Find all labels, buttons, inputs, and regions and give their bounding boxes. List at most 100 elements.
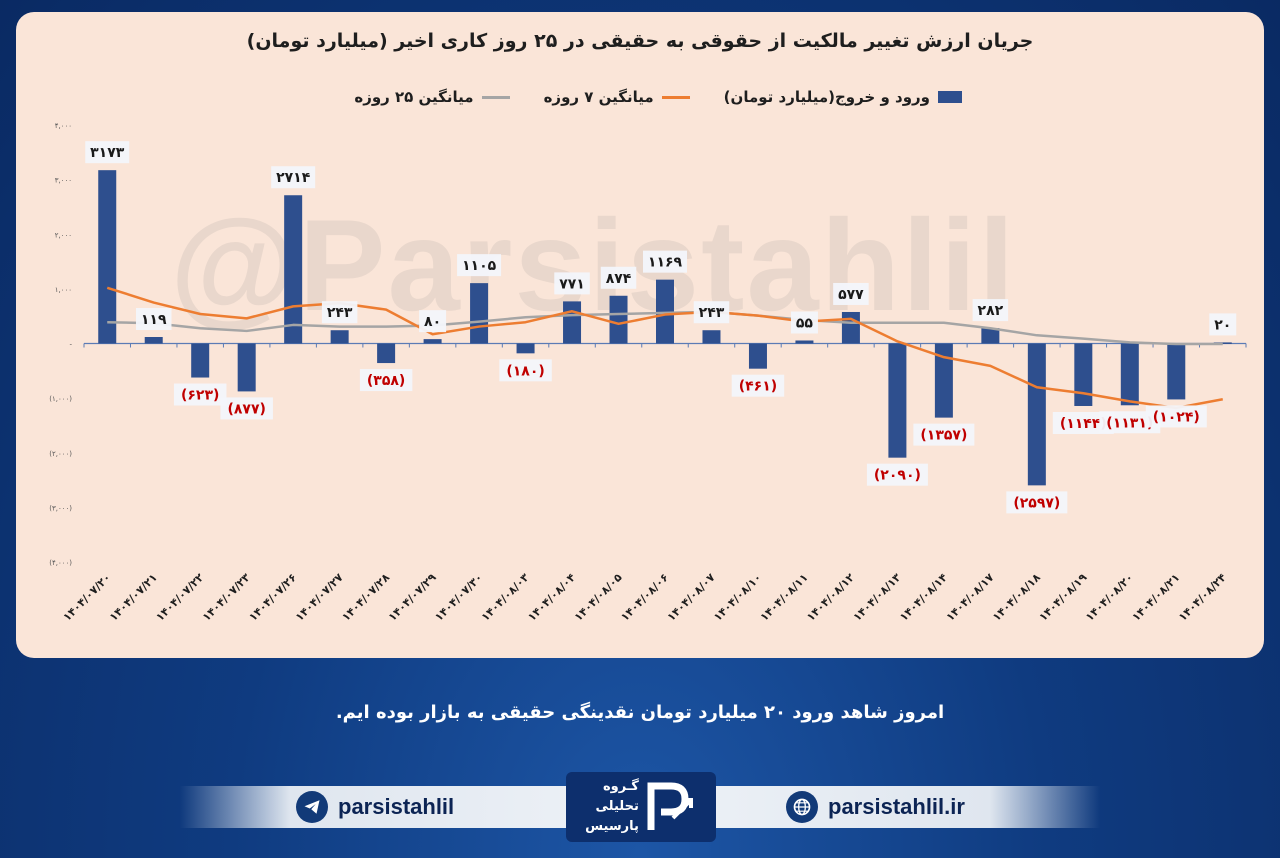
- bar: [934, 343, 953, 418]
- bar: [748, 343, 767, 369]
- bar: [1027, 343, 1046, 486]
- x-tick-label: ۱۴۰۴/۰۸/۲۴: [1176, 571, 1229, 624]
- telegram-handle: parsistahlil: [338, 794, 455, 819]
- x-tick-label: ۱۴۰۴/۰۷/۲۷: [293, 571, 346, 624]
- x-tick-label: ۱۴۰۴/۰۷/۲۶: [246, 571, 299, 624]
- x-tick-label: ۱۴۰۴/۰۷/۲۹: [386, 571, 439, 624]
- data-label-box: [499, 359, 552, 382]
- data-label: (۱۱۳۱): [1106, 415, 1153, 431]
- data-label: ۱۱۰۵: [462, 258, 497, 274]
- data-label-box: [913, 423, 975, 446]
- bar: [1120, 343, 1139, 406]
- data-label: ۸۰: [424, 314, 441, 330]
- data-label-box: [866, 463, 928, 486]
- data-label: ۵۷۷: [838, 287, 864, 303]
- chart-card: [16, 12, 1264, 658]
- data-label-box: [1052, 411, 1114, 434]
- data-label: (۱۱۴۴): [1060, 416, 1107, 432]
- data-label-box: [600, 266, 637, 289]
- data-label: ۱۱۶۹: [648, 255, 683, 271]
- data-label: ۲۸۲: [978, 303, 1004, 319]
- data-label-box: [85, 141, 130, 164]
- x-tick-label: ۱۴۰۴/۰۸/۱۹: [1037, 571, 1090, 624]
- x-tick-label: ۱۴۰۴/۰۷/۲۰: [61, 571, 114, 624]
- legend-swatch-ma25: [481, 95, 510, 99]
- x-tick-label: ۱۴۰۴/۰۸/۱۳: [851, 571, 904, 624]
- x-tick-label: ۱۴۰۴/۰۸/۰۷: [665, 571, 718, 624]
- data-label: (۸۷۷): [227, 401, 265, 417]
- y-tick-label: ۴,۰۰۰: [55, 122, 72, 130]
- legend-item-ma7: میانگین ۷ روزه: [544, 88, 690, 106]
- x-tick-label: ۱۴۰۴/۰۷/۲۱: [107, 571, 160, 624]
- data-label-box: [359, 369, 413, 392]
- data-label: (۱۸۰): [506, 363, 544, 379]
- data-label: ۸۷۴: [606, 271, 632, 287]
- bar: [98, 170, 117, 344]
- bar: [470, 283, 489, 344]
- data-label: ۲۰: [1214, 317, 1231, 333]
- data-label-box: [1209, 313, 1237, 336]
- data-label-box: [135, 307, 172, 330]
- logo-line: گـروه: [603, 779, 639, 794]
- logo-mark-icon: [645, 780, 697, 834]
- logo-line: پارسیس: [585, 819, 639, 834]
- data-label: (۱۳۵۷): [920, 428, 967, 444]
- data-label: (۴۶۱): [739, 379, 777, 395]
- bar: [795, 340, 814, 344]
- telegram-plane-icon: [296, 791, 328, 823]
- bar: [563, 301, 582, 344]
- bar: [656, 279, 674, 344]
- data-label: ۵۵: [796, 315, 814, 331]
- data-label: ۷۷۱: [559, 276, 585, 292]
- x-tick-label: ۱۴۰۴/۰۸/۰۳: [479, 571, 532, 624]
- data-label-box: [833, 282, 869, 305]
- x-tick-label: ۱۴۰۴/۰۷/۲۸: [339, 571, 392, 624]
- data-label: (۶۲۳): [181, 388, 219, 404]
- data-label-box: [1145, 405, 1207, 428]
- legend-label-bars: ورود و خروج(میلیارد تومان): [723, 88, 930, 106]
- bar: [377, 343, 396, 364]
- website-link[interactable]: parsistahlil.ir: [786, 786, 965, 828]
- x-tick-label: ۱۴۰۴/۰۷/۳۰: [432, 571, 485, 624]
- x-tick-label: ۱۴۰۴/۰۸/۱۲: [804, 571, 857, 624]
- x-tick-label: ۱۴۰۴/۰۸/۱۷: [944, 571, 997, 624]
- data-label-box: [419, 310, 447, 333]
- data-label-box: [321, 301, 358, 324]
- x-tick-label: ۱۴۰۴/۰۸/۱۰: [711, 571, 764, 624]
- bar: [888, 343, 907, 458]
- bar: [609, 295, 628, 344]
- data-label: (۱۰۲۴): [1153, 409, 1200, 425]
- legend-item-bars: ورود و خروج(میلیارد تومان): [724, 88, 962, 106]
- chart-plot: (۴,۰۰۰) (۳,۰۰۰) (۲,۰۰۰) (۱,۰۰۰) - ۱,۰۰۰ ۲,۰۰۰ ۳…: [49, 122, 1247, 624]
- globe-icon: [786, 791, 818, 823]
- chart-title: جریان ارزش تغییر مالکیت از حقوقی به حقیق…: [246, 30, 1034, 52]
- summary-caption: امروز شاهد ورود ۲۰ میلیارد تومان نقدینگی…: [335, 702, 945, 723]
- legend-label-ma25: میانگین ۲۵ روزه: [354, 88, 474, 106]
- data-label-box: [1006, 491, 1068, 514]
- data-label-box: [972, 299, 1009, 322]
- bar: [144, 336, 163, 344]
- y-tick-label: ۲,۰۰۰: [55, 231, 72, 239]
- data-label-box: [790, 311, 818, 334]
- telegram-link[interactable]: parsistahlil: [296, 786, 454, 828]
- logo-line: تحلیلی: [595, 799, 639, 814]
- bar: [1074, 343, 1093, 406]
- data-label-box: [457, 254, 502, 277]
- y-tick-label: (۳,۰۰۰): [49, 504, 72, 512]
- data-label-box: [643, 250, 687, 273]
- data-label-box: [1099, 411, 1161, 434]
- data-label: ۳۱۷۳: [90, 145, 125, 161]
- x-tick-label: ۱۴۰۴/۰۸/۰۶: [618, 571, 671, 624]
- bar: [516, 343, 535, 354]
- data-label-box: [220, 397, 273, 420]
- data-label-box: [693, 301, 730, 324]
- data-label-box: [173, 383, 227, 406]
- x-tick-label: ۱۴۰۴/۰۸/۰۴: [525, 571, 578, 624]
- y-tick-label: (۲,۰۰۰): [49, 450, 72, 458]
- ma25-line: [107, 310, 1223, 346]
- data-label: (۲۰۹۰): [874, 468, 921, 484]
- data-label-box: [271, 166, 316, 189]
- bar: [423, 339, 442, 344]
- data-label: ۲۷۱۴: [276, 170, 311, 186]
- chart-legend: ورود و خروج(میلیارد تومان) میانگین ۷ روز…: [354, 88, 962, 106]
